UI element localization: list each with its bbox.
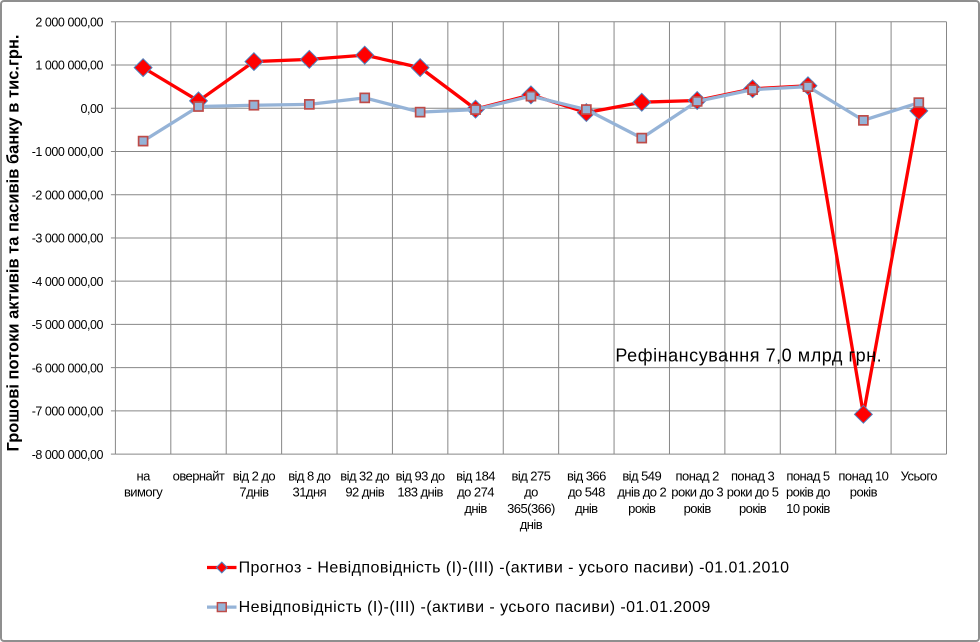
svg-text:років: років xyxy=(739,501,767,516)
svg-text:-2 000 000,00: -2 000 000,00 xyxy=(32,188,104,202)
svg-text:183 днів: 183 днів xyxy=(397,485,443,500)
svg-text:Невідповідність (I)-(III) -(ак: Невідповідність (I)-(III) -(активи - усь… xyxy=(239,599,711,616)
svg-text:від 32 до: від 32 до xyxy=(340,468,389,483)
svg-text:від 8 до: від 8 до xyxy=(288,468,331,483)
svg-text:Рефінансування 7,0 млрд грн.: Рефінансування 7,0 млрд грн. xyxy=(615,346,882,366)
svg-text:до 274: до 274 xyxy=(457,485,494,500)
svg-text:понад 10: понад 10 xyxy=(838,468,888,483)
svg-text:овернайт: овернайт xyxy=(173,468,225,483)
svg-text:понад 2: понад 2 xyxy=(676,468,720,483)
svg-text:31дня: 31дня xyxy=(293,485,327,500)
svg-text:років: років xyxy=(684,501,712,516)
svg-text:92 днів: 92 днів xyxy=(345,485,384,500)
svg-text:від 2 до: від 2 до xyxy=(233,468,276,483)
svg-text:від 549: від 549 xyxy=(622,468,661,483)
svg-text:-3 000 000,00: -3 000 000,00 xyxy=(32,232,104,246)
svg-text:7днів: 7днів xyxy=(239,485,269,500)
svg-text:-7 000 000,00: -7 000 000,00 xyxy=(32,405,104,419)
svg-text:днів: днів xyxy=(575,501,598,516)
svg-text:років: років xyxy=(628,501,656,516)
svg-text:від 184: від 184 xyxy=(456,468,495,483)
svg-text:1 000 000,00: 1 000 000,00 xyxy=(35,59,103,73)
svg-text:від 366: від 366 xyxy=(567,468,606,483)
svg-text:до 548: до 548 xyxy=(568,485,605,500)
svg-text:-4 000 000,00: -4 000 000,00 xyxy=(32,275,104,289)
svg-text:років до: років до xyxy=(786,485,830,500)
svg-text:днів до 2: днів до 2 xyxy=(617,485,666,500)
svg-text:-1 000 000,00: -1 000 000,00 xyxy=(32,145,104,159)
svg-text:понад 5: понад 5 xyxy=(786,468,830,483)
svg-text:Грошові потоки активів та паси: Грошові потоки активів та пасивів банку … xyxy=(5,34,23,451)
svg-text:від 275: від 275 xyxy=(512,468,551,483)
svg-text:роки до 5: роки до 5 xyxy=(727,485,779,500)
svg-text:365(366): 365(366) xyxy=(507,501,555,516)
svg-text:до: до xyxy=(524,485,538,500)
svg-text:-8 000 000,00: -8 000 000,00 xyxy=(32,448,104,462)
svg-text:понад 3: понад 3 xyxy=(731,468,775,483)
svg-text:-5 000 000,00: -5 000 000,00 xyxy=(32,318,104,332)
svg-text:днів: днів xyxy=(464,501,487,516)
svg-text:-6 000 000,00: -6 000 000,00 xyxy=(32,361,104,375)
svg-text:роки до 3: роки до 3 xyxy=(671,485,723,500)
svg-text:днів: днів xyxy=(520,517,543,532)
svg-text:від 93 до: від 93 до xyxy=(396,468,445,483)
svg-text:0,00: 0,00 xyxy=(80,102,103,116)
svg-text:Усього: Усього xyxy=(901,468,938,483)
svg-text:Прогноз - Невідповідність (I)-: Прогноз - Невідповідність (I)-(III) -(ак… xyxy=(239,560,790,577)
svg-text:на: на xyxy=(136,468,151,483)
svg-text:2 000 000,00: 2 000 000,00 xyxy=(35,16,103,30)
svg-text:вимогу: вимогу xyxy=(124,485,163,500)
svg-text:10 років: 10 років xyxy=(786,501,830,516)
svg-text:років: років xyxy=(850,485,878,500)
